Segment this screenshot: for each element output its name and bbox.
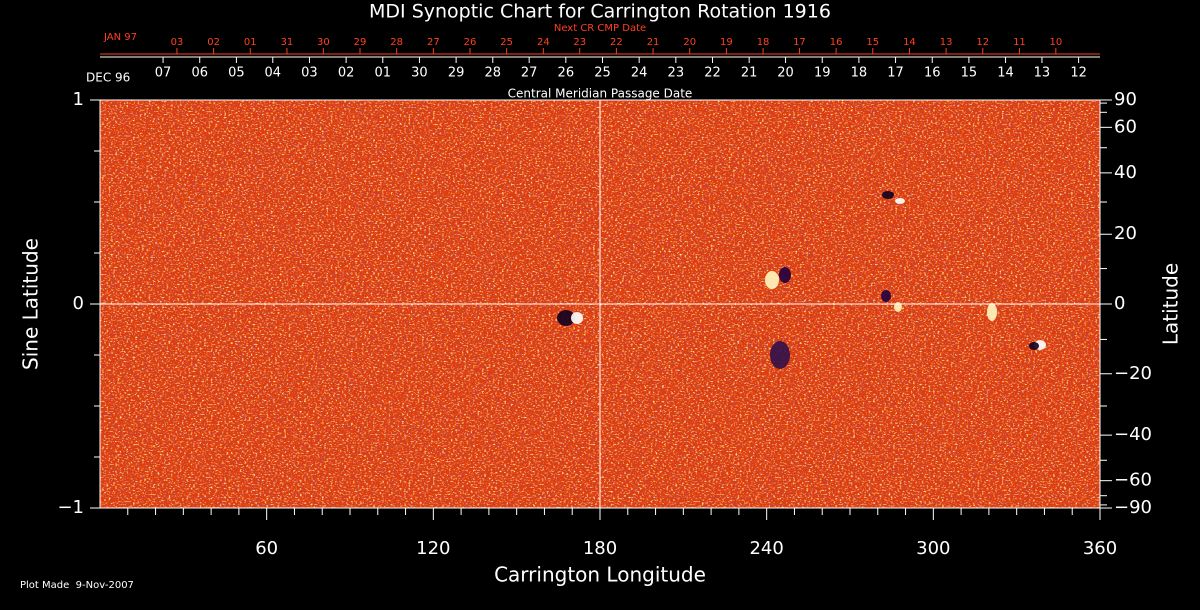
next-cr-label: JAN 97 [103, 32, 137, 43]
date-tick-label: 11 [1013, 37, 1026, 48]
y2-tick-label: −40 [1114, 424, 1152, 445]
active-region [557, 310, 575, 326]
date-tick-label: 28 [485, 66, 502, 81]
active-region [881, 290, 891, 302]
y-tick-label: −1 [57, 497, 84, 518]
date-tick-label: 25 [594, 66, 611, 81]
date-tick-label: 21 [741, 66, 758, 81]
date-tick-label: 25 [500, 37, 513, 48]
x-tick-label: 360 [1083, 538, 1117, 559]
date-tick-label: 12 [976, 37, 989, 48]
date-tick-label: 27 [427, 37, 440, 48]
y2-tick-label: −20 [1114, 363, 1152, 384]
date-tick-label: 19 [720, 37, 733, 48]
date-tick-label: 24 [537, 37, 550, 48]
date-tick-label: 23 [573, 37, 586, 48]
date-tick-label: 05 [228, 66, 245, 81]
date-tick-label: 31 [281, 37, 294, 48]
date-tick-label: 18 [757, 37, 770, 48]
date-tick-label: 19 [814, 66, 831, 81]
active-region [1029, 342, 1039, 350]
date-tick-label: 22 [610, 37, 623, 48]
date-tick-label: 18 [851, 66, 868, 81]
cmp-title: Central Meridian Passage Date [508, 87, 693, 101]
date-tick-label: 27 [521, 66, 538, 81]
date-tick-label: 13 [1034, 66, 1051, 81]
date-tick-label: 29 [354, 37, 367, 48]
x-tick-label: 240 [749, 538, 783, 559]
date-tick-label: 03 [171, 37, 184, 48]
x-tick-label: 300 [916, 538, 950, 559]
date-tick-label: 17 [793, 37, 806, 48]
date-tick-label: 21 [647, 37, 660, 48]
date-tick-label: 13 [940, 37, 953, 48]
active-region [571, 312, 583, 324]
y2-axis-label: Latitude [1159, 263, 1183, 345]
date-tick-label: 15 [866, 37, 879, 48]
y2-tick-label: −60 [1114, 470, 1152, 491]
date-tick-label: 16 [830, 37, 843, 48]
date-tick-label: 12 [1070, 66, 1087, 81]
date-tick-label: 26 [558, 66, 575, 81]
date-tick-label: 23 [668, 66, 685, 81]
date-tick-label: 22 [704, 66, 721, 81]
active-region [882, 191, 894, 199]
x-tick-label: 60 [255, 538, 278, 559]
chart-title: MDI Synoptic Chart for Carrington Rotati… [369, 1, 831, 23]
date-tick-label: 20 [777, 66, 794, 81]
date-tick-label: 17 [887, 66, 904, 81]
date-tick-label: 04 [265, 66, 282, 81]
cmp-label: DEC 96 [86, 71, 130, 85]
x-tick-label: 180 [583, 538, 617, 559]
active-region [765, 271, 779, 289]
date-tick-label: 10 [1049, 37, 1062, 48]
date-tick-label: 02 [338, 66, 355, 81]
y-tick-label: 0 [73, 293, 84, 314]
y2-tick-label: 90 [1114, 89, 1137, 110]
date-tick-label: 28 [390, 37, 403, 48]
date-tick-label: 14 [903, 37, 916, 48]
date-tick-label: 06 [191, 66, 208, 81]
y2-tick-label: 20 [1114, 223, 1137, 244]
date-tick-label: 30 [317, 37, 330, 48]
date-tick-label: 03 [301, 66, 318, 81]
date-tick-label: 01 [244, 37, 257, 48]
active-region [779, 267, 791, 283]
x-tick-label: 120 [416, 538, 450, 559]
next-cr-title: Next CR CMP Date [554, 23, 646, 34]
date-tick-label: 26 [464, 37, 477, 48]
date-tick-label: 24 [631, 66, 648, 81]
date-tick-label: 20 [683, 37, 696, 48]
y2-tick-label: 60 [1114, 116, 1137, 137]
date-tick-label: 15 [961, 66, 978, 81]
active-region [770, 341, 790, 369]
date-tick-label: 07 [155, 66, 172, 81]
date-tick-label: 02 [207, 37, 220, 48]
y2-tick-label: 0 [1114, 293, 1125, 314]
footnote: Plot Made 9-Nov-2007 [20, 580, 134, 591]
date-tick-label: 14 [997, 66, 1014, 81]
active-region [895, 198, 905, 204]
date-tick-label: 30 [411, 66, 428, 81]
active-region [987, 303, 997, 321]
x-axis-label: Carrington Longitude [494, 563, 706, 587]
y2-tick-label: −90 [1114, 497, 1152, 518]
y-tick-label: 1 [73, 89, 84, 110]
y2-tick-label: 40 [1114, 162, 1137, 183]
date-tick-label: 16 [924, 66, 941, 81]
date-tick-label: 01 [375, 66, 392, 81]
date-tick-label: 29 [448, 66, 465, 81]
y-axis-label: Sine Latitude [19, 238, 43, 370]
